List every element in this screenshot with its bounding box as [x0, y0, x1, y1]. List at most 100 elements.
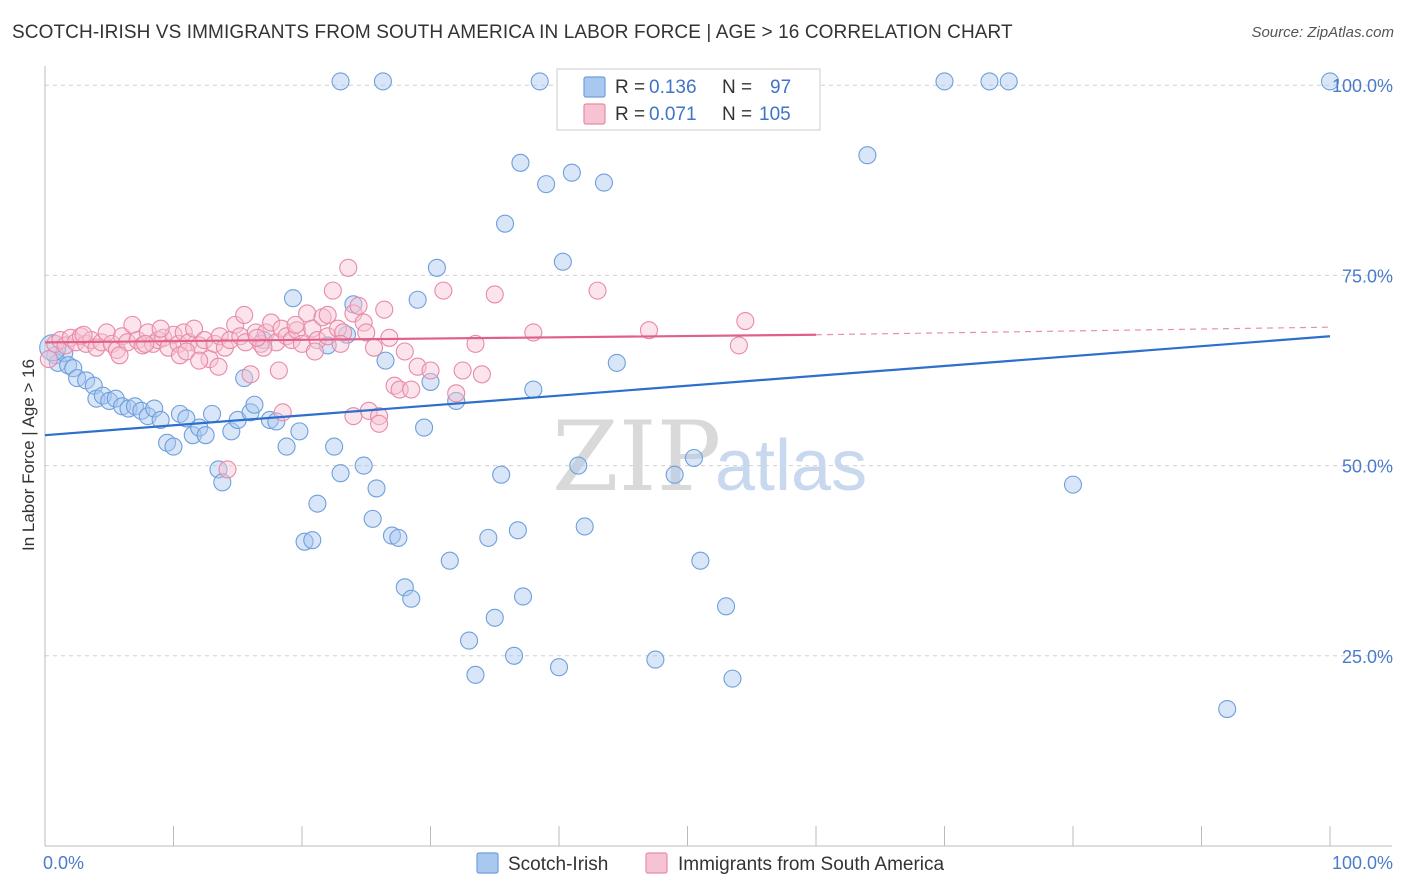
data-point [241, 365, 260, 384]
data-point [164, 437, 183, 456]
data-point [331, 334, 350, 353]
data-point [472, 365, 491, 384]
data-point [151, 410, 170, 430]
data-point [415, 418, 434, 437]
data-point [485, 285, 504, 304]
data-point [203, 404, 222, 423]
bottom-legend: Scotch-Irish Immigrants from South Ameri… [476, 852, 945, 875]
data-point [716, 597, 736, 616]
data-point [286, 315, 305, 334]
data-point [376, 351, 395, 370]
data-point [74, 325, 93, 344]
data-point [402, 380, 421, 399]
data-point [466, 665, 485, 684]
data-point [980, 72, 999, 91]
data-point [245, 395, 264, 414]
chart-title: SCOTCH-IRISH VS IMMIGRANTS FROM SOUTH AM… [12, 22, 1013, 43]
data-point [389, 528, 408, 547]
data-point [459, 631, 479, 650]
legend-r-value-1: 0.136 [649, 77, 697, 98]
data-point [283, 289, 303, 308]
bottom-legend-label-south-america: Immigrants from South America [678, 854, 945, 875]
data-point [999, 72, 1018, 91]
data-point [549, 658, 569, 677]
y-tick-label: 50.0% [1342, 457, 1393, 477]
data-point [277, 437, 296, 456]
data-point [575, 517, 594, 536]
data-point [639, 321, 659, 340]
data-point [1320, 72, 1340, 91]
legend-n-value-1: 97 [770, 77, 791, 98]
data-point [185, 319, 204, 338]
data-point [434, 281, 453, 300]
data-point [349, 296, 368, 315]
data-point [323, 281, 342, 300]
legend-n-label-1: N = [722, 77, 752, 98]
data-point [318, 305, 337, 325]
data-point [729, 336, 748, 355]
series-scotch-irish [39, 72, 1340, 719]
data-point [64, 359, 83, 378]
data-point [479, 528, 498, 547]
data-point [380, 328, 399, 347]
data-point [367, 479, 386, 498]
data-point [440, 551, 459, 570]
data-point [334, 323, 353, 342]
data-point [364, 338, 384, 357]
data-point [691, 551, 710, 570]
y-tick-labels: 25.0% 50.0% 75.0% 100.0% [1332, 76, 1393, 667]
data-point [39, 350, 58, 369]
data-point [303, 531, 322, 550]
data-point [170, 404, 189, 423]
data-point [177, 409, 196, 428]
data-point [421, 361, 440, 380]
data-point [504, 646, 524, 665]
data-point [447, 391, 466, 410]
data-point [453, 361, 472, 380]
data-point [218, 460, 237, 479]
data-point [485, 608, 504, 627]
x-tick-labels: 0.0% 100.0% [43, 853, 1393, 873]
data-point [110, 346, 129, 365]
data-point [427, 258, 446, 277]
data-point [235, 305, 254, 325]
data-point [123, 315, 142, 334]
data-point [295, 532, 314, 551]
data-point [562, 163, 581, 182]
data-point [395, 342, 414, 361]
data-point [373, 72, 393, 91]
data-point [331, 464, 350, 483]
data-point [588, 281, 607, 300]
data-point [447, 384, 466, 403]
data-point [190, 351, 209, 370]
data-point [370, 407, 389, 426]
data-point [226, 315, 245, 334]
data-point [395, 578, 414, 597]
data-point [569, 456, 588, 475]
legend-n-label-2: N = [722, 104, 752, 125]
data-point [375, 300, 394, 319]
y-tick-label: 100.0% [1332, 76, 1393, 96]
data-point [305, 342, 324, 361]
data-point [363, 509, 382, 528]
data-point [524, 380, 543, 399]
bottom-legend-swatch-scotch-irish [476, 852, 499, 874]
data-point [262, 313, 281, 332]
data-point [331, 72, 350, 91]
data-point [196, 426, 215, 445]
data-point [325, 437, 344, 456]
data-point [308, 494, 327, 513]
trend-lines [44, 326, 1331, 437]
legend-n-value-2: 105 [759, 104, 791, 125]
legend-r-label-1: R = [615, 77, 645, 98]
watermark: ZIP atlas [552, 401, 867, 513]
data-point [858, 146, 877, 165]
trend-line-south-america-extension [815, 326, 1331, 336]
data-point [222, 422, 241, 441]
data-point [269, 361, 288, 380]
data-point [183, 426, 202, 445]
data-point [357, 323, 376, 342]
data-point [594, 173, 614, 192]
y-axis-title: In Labor Force | Age > 16 [19, 359, 38, 551]
data-point [145, 399, 164, 418]
